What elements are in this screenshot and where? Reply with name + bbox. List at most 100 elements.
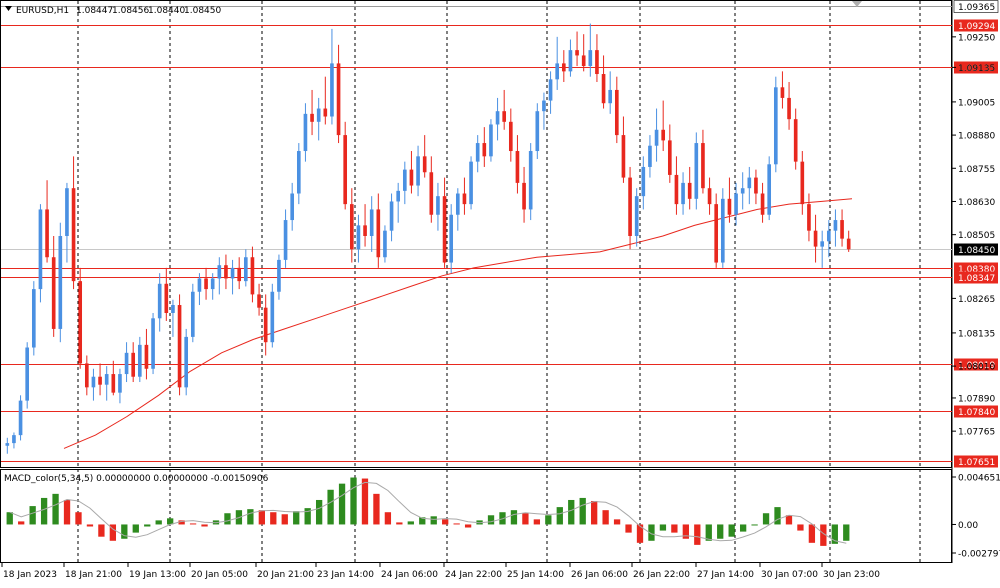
candle-body (780, 87, 785, 98)
time-tick-label: 18 Jan 2023 (3, 570, 57, 580)
candle-body (369, 209, 374, 236)
candle-body (164, 283, 169, 313)
ohlc-close: 1.08450 (184, 6, 221, 16)
level-price-tag (954, 358, 998, 371)
candle-body (137, 344, 142, 377)
macd-bar (808, 524, 816, 543)
candle-body (257, 294, 261, 308)
candle-body (608, 89, 613, 104)
price-tick-label: 1.07890 (958, 394, 995, 404)
candle-body (581, 55, 586, 67)
candle-body (45, 209, 49, 258)
level-price-label: 1.07840 (958, 408, 995, 418)
candle-body (316, 108, 321, 122)
macd-bar (568, 499, 575, 525)
price-tick-label: 1.08265 (958, 295, 995, 305)
candle-body (409, 169, 414, 186)
candle-body (747, 177, 752, 189)
macd-bar (247, 509, 254, 525)
candle-body (25, 347, 30, 401)
level-price-label: 1.08380 (958, 265, 995, 275)
macd-bar (613, 519, 621, 525)
candle-body (402, 169, 407, 191)
candle-body (489, 124, 493, 157)
candle-body (522, 182, 526, 210)
macd-bar (533, 519, 541, 525)
level-price-tag (954, 61, 998, 74)
macd-bar (797, 524, 804, 531)
candle-body (495, 111, 500, 125)
candle-body (124, 352, 129, 375)
candle-body (283, 220, 288, 260)
macd-bar (694, 524, 701, 545)
dropdown-triangle-icon[interactable] (5, 6, 12, 11)
macd-bar (178, 520, 185, 525)
candle-body (38, 209, 43, 290)
candle-body (31, 289, 36, 348)
macd-bar (487, 515, 495, 525)
time-tick-label: 24 Jan 22:00 (445, 570, 502, 580)
candle-body (648, 145, 652, 167)
candle-body (714, 204, 719, 263)
time-tick-label: 24 Jan 06:00 (381, 570, 438, 580)
candle-body (171, 305, 175, 313)
macd-bar (224, 513, 231, 525)
macd-bar (270, 512, 277, 525)
candle-body (674, 174, 679, 205)
macd-bar (293, 511, 300, 525)
macd-bar (671, 524, 678, 533)
candle-body (422, 156, 427, 173)
candle-body (575, 50, 579, 56)
time-tick-label: 18 Jan 21:00 (65, 570, 122, 580)
candle-body (217, 265, 222, 279)
candle-body (667, 140, 672, 175)
level-price-label: 1.08347 (958, 274, 995, 284)
macd-bar (6, 512, 13, 525)
macd-bar (350, 477, 357, 525)
candle-body (243, 257, 248, 282)
macd-bar (327, 489, 334, 525)
macd-bar (338, 483, 346, 525)
candlesticks (5, 23, 851, 454)
macd-bar (132, 524, 139, 533)
candle-body (455, 193, 460, 215)
macd-bar (579, 497, 586, 525)
level-price-label: 1.08019 (958, 361, 995, 371)
macd-bar (361, 478, 369, 525)
scroll-marker-icon[interactable] (852, 1, 862, 7)
macd-bar (648, 524, 655, 541)
candle-body (528, 151, 533, 210)
macd-bar (304, 508, 311, 525)
candle-body (595, 50, 599, 75)
macd-bar (52, 493, 59, 525)
candle-body (654, 129, 659, 146)
symbol-label: EURUSD,H1 (16, 6, 69, 16)
level-price-tag (954, 19, 998, 32)
candle-body (813, 230, 818, 247)
macd-bar (396, 522, 403, 525)
candle-body (118, 374, 122, 393)
candle-body (727, 198, 732, 215)
candle-body (237, 267, 242, 282)
macd-bar (464, 524, 472, 528)
time-axis: 18 Jan 2023 18 Jan 21:00 19 Jan 13:00 20 Ja… (1, 563, 880, 580)
candle-body (131, 352, 136, 377)
time-tick-label: 20 Jan 05:00 (191, 570, 248, 580)
candle-body (641, 166, 646, 197)
macd-bar (63, 499, 71, 525)
macd-bar (659, 524, 667, 531)
candle-body (588, 50, 593, 67)
macd-bar (602, 510, 609, 525)
macd-histogram: 0.0046515 0.00 -0.0027973 (6, 474, 1000, 560)
candle-body (290, 193, 295, 221)
macd-bar (442, 519, 449, 525)
candle-body (78, 281, 83, 364)
candle-body (707, 188, 712, 205)
macd-bar (86, 524, 94, 527)
candle-body (396, 190, 401, 202)
macd-bar (75, 512, 82, 525)
candle-body (151, 318, 155, 369)
